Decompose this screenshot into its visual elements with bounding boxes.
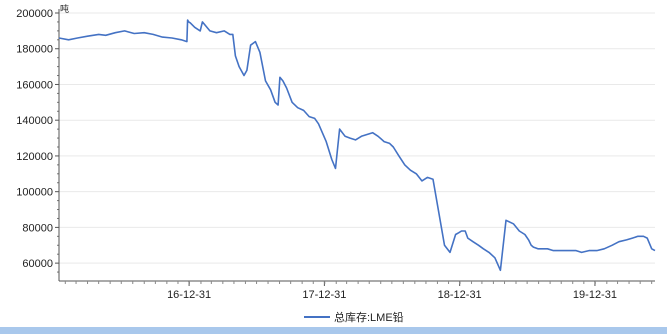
bottom-bar xyxy=(0,327,667,334)
y-tick-label: 180000 xyxy=(16,44,53,56)
x-tick-label: 19-12-31 xyxy=(573,289,617,301)
axes xyxy=(55,9,655,286)
x-tick-label: 16-12-31 xyxy=(167,289,211,301)
y-tick-labels: 60000 80000 100000 120000 140000 160000 180000… xyxy=(16,8,53,270)
grid-lines xyxy=(59,12,655,264)
y-tick-label: 140000 xyxy=(16,115,53,127)
y-tick-label: 80000 xyxy=(22,222,53,234)
y-tick-label: 100000 xyxy=(16,187,53,199)
x-tick-label: 17-12-31 xyxy=(302,289,346,301)
legend: 总库存:LME铅 xyxy=(304,310,404,324)
legend-label: 总库存:LME铅 xyxy=(334,310,404,324)
y-unit-label: 吨 xyxy=(60,3,69,14)
x-tick-label: 18-12-31 xyxy=(438,289,482,301)
series-line-lme-lead xyxy=(58,19,656,272)
y-tick-label: 120000 xyxy=(16,151,53,163)
y-tick-label: 160000 xyxy=(16,79,53,91)
y-tick-label: 60000 xyxy=(22,258,53,270)
x-tick-labels: 16-12-31 17-12-31 18-12-31 19-12-31 xyxy=(167,289,617,301)
y-tick-label: 200000 xyxy=(16,8,53,20)
